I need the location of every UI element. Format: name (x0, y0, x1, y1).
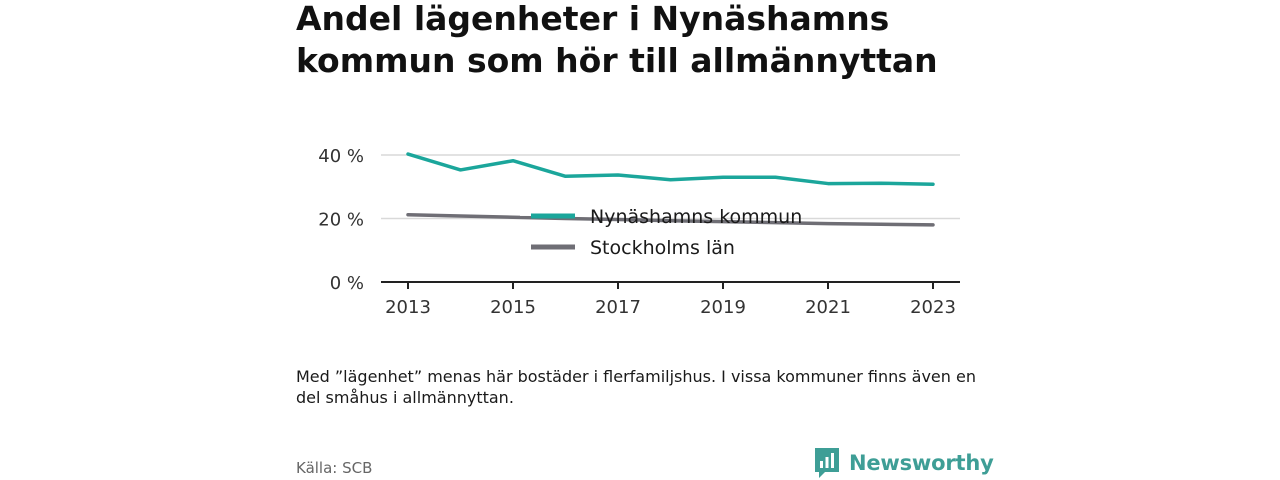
brand-name: Newsworthy (849, 451, 994, 475)
chart-title: Andel lägenheter i Nynäshamns kommun som… (296, 0, 938, 80)
y-tick-label: 0 % (330, 273, 364, 294)
legend-label: Nynäshamns kommun (590, 206, 802, 228)
legend-backing (520, 200, 820, 216)
brand-logo: Newsworthy (813, 446, 994, 480)
footnote: Med ”lägenhet” menas här bostäder i fler… (296, 367, 976, 407)
x-tick-label: 2023 (910, 297, 956, 318)
grid-lines (381, 154, 960, 220)
source-label: Källa: SCB (296, 459, 373, 477)
x-tick-label: 2019 (700, 297, 746, 318)
series-lines (406, 152, 935, 227)
line-chart: 0 % 20 % 40 % 2013 2015 2017 2019 2021 2023 Nynä… (318, 146, 960, 318)
axes: 0 % 20 % 40 % 2013 2015 2017 2019 2021 2023 (318, 146, 960, 318)
series-line (406, 152, 935, 186)
y-tick-label: 40 % (318, 146, 364, 167)
legend: Nynäshamns kommun Stockholms län (520, 200, 820, 259)
legend-label: Stockholms län (590, 237, 735, 259)
x-tick-label: 2021 (805, 297, 851, 318)
y-tick-label: 20 % (318, 210, 364, 231)
x-tick-label: 2017 (595, 297, 641, 318)
x-tick-label: 2013 (385, 297, 431, 318)
x-tick-label: 2015 (490, 297, 536, 318)
newsworthy-icon (815, 448, 839, 478)
series-line (406, 212, 935, 227)
